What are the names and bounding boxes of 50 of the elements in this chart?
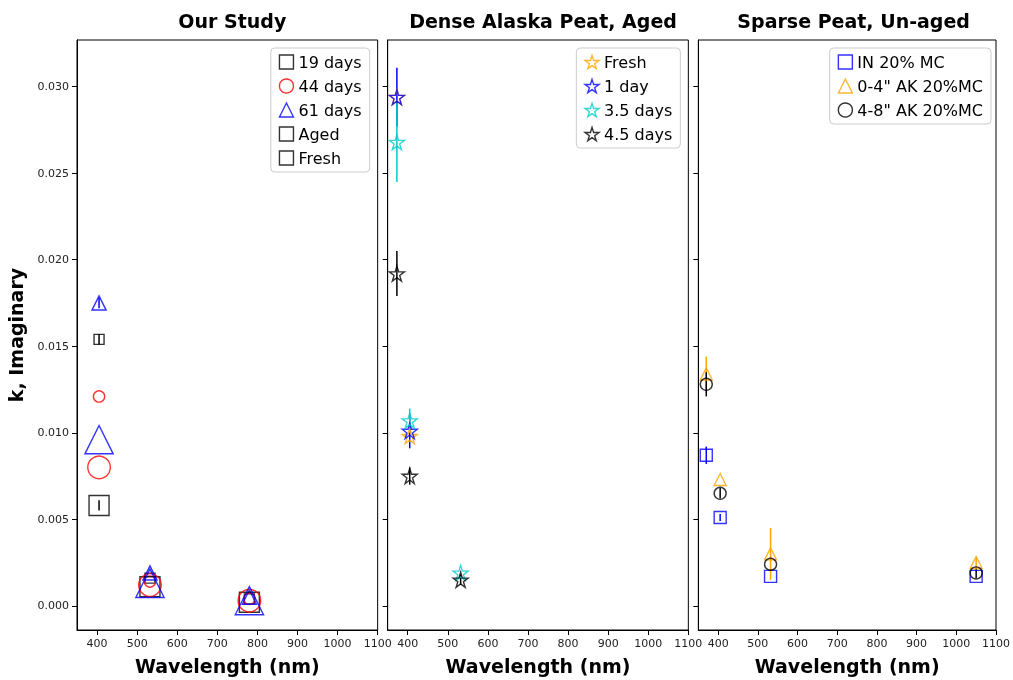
y-tick-label: 0.015 <box>37 339 69 353</box>
x-tick-label: 700 <box>517 637 539 650</box>
x-tick-label: 400 <box>397 637 419 650</box>
legend-label: Fresh <box>298 148 342 168</box>
x-tick-label: 800 <box>246 637 268 650</box>
x-tick-label: 600 <box>787 637 809 650</box>
y-tick-label: 0.030 <box>37 80 69 94</box>
legend-label: 61 days <box>298 100 362 120</box>
x-tick-label: 500 <box>747 637 769 650</box>
x-tick-label: 700 <box>206 637 228 650</box>
x-tick-label: 1100 <box>363 637 392 650</box>
y-tick-label: 0.010 <box>37 426 69 440</box>
x-tick-label: 700 <box>826 637 848 650</box>
y-axis-title: k, Imaginary <box>4 267 27 403</box>
chart-title: Our Study <box>178 9 287 32</box>
x-tick-label: 900 <box>597 637 619 650</box>
x-tick-label: 1100 <box>674 637 703 650</box>
y-tick-label: 0.000 <box>37 599 69 613</box>
legend-label: 1 day <box>604 76 649 96</box>
x-tick-label: 800 <box>866 637 888 650</box>
x-tick-label: 800 <box>557 637 579 650</box>
legend-label: 0-4" AK 20%MC <box>857 76 983 96</box>
x-axis-title: Wavelength (nm) <box>134 654 320 677</box>
y-tick-label: 0.020 <box>37 253 69 267</box>
x-axis-title: Wavelength (nm) <box>445 654 631 677</box>
x-tick-label: 1100 <box>982 637 1010 650</box>
x-tick-label: 1000 <box>323 637 352 650</box>
x-tick-label: 500 <box>126 637 148 650</box>
x-tick-label: 900 <box>286 637 308 650</box>
legend-label: IN 20% MC <box>857 52 945 72</box>
legend-label: Aged <box>298 124 340 144</box>
x-tick-label: 500 <box>437 637 459 650</box>
x-axis-title: Wavelength (nm) <box>754 654 940 677</box>
chart-title: Dense Alaska Peat, Aged <box>409 9 677 32</box>
legend-label: 3.5 days <box>604 100 673 120</box>
x-tick-label: 1000 <box>942 637 971 650</box>
legend-label: 44 days <box>298 76 362 96</box>
x-tick-label: 400 <box>707 637 729 650</box>
chart-title: Sparse Peat, Un-aged <box>737 9 970 32</box>
x-tick-label: 900 <box>906 637 928 650</box>
y-tick-label: 0.005 <box>37 512 69 526</box>
y-tick-label: 0.025 <box>37 166 69 180</box>
x-tick-label: 600 <box>166 637 188 650</box>
x-tick-label: 600 <box>477 637 499 650</box>
legend-label: 4.5 days <box>604 124 673 144</box>
legend-label: Fresh <box>604 52 647 72</box>
legend-label: 19 days <box>298 52 362 72</box>
x-tick-label: 400 <box>86 637 108 650</box>
x-tick-label: 1000 <box>634 637 663 650</box>
legend-label: 4-8" AK 20%MC <box>857 100 983 120</box>
